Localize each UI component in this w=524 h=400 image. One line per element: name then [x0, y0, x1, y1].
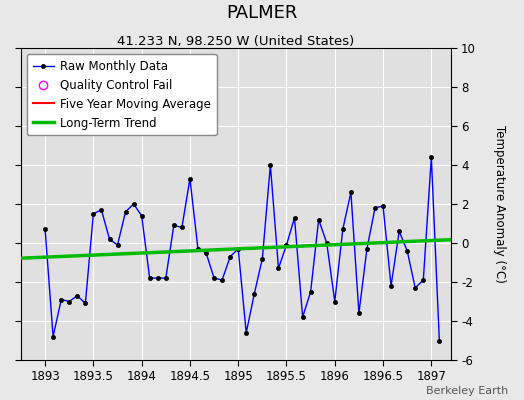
Raw Monthly Data: [203, 250, 209, 255]
Raw Monthly Data: [404, 248, 410, 253]
Raw Monthly Data: [42, 227, 48, 232]
Raw Monthly Data: [90, 211, 96, 216]
Raw Monthly Data: [130, 202, 137, 206]
Raw Monthly Data: [50, 334, 56, 339]
Raw Monthly Data: [251, 291, 257, 296]
Raw Monthly Data: [82, 301, 89, 306]
Text: Berkeley Earth: Berkeley Earth: [426, 386, 508, 396]
Raw Monthly Data: [315, 217, 322, 222]
Raw Monthly Data: [388, 284, 394, 288]
Raw Monthly Data: [114, 242, 121, 247]
Raw Monthly Data: [364, 246, 370, 251]
Raw Monthly Data: [420, 278, 427, 282]
Raw Monthly Data: [74, 293, 80, 298]
Raw Monthly Data: [267, 162, 274, 167]
Raw Monthly Data: [436, 338, 442, 343]
Raw Monthly Data: [219, 278, 225, 282]
Raw Monthly Data: [171, 223, 177, 228]
Y-axis label: Temperature Anomaly (°C): Temperature Anomaly (°C): [493, 125, 506, 283]
Raw Monthly Data: [227, 254, 233, 259]
Raw Monthly Data: [259, 256, 266, 261]
Raw Monthly Data: [162, 276, 169, 280]
Raw Monthly Data: [58, 297, 64, 302]
Raw Monthly Data: [243, 330, 249, 335]
Raw Monthly Data: [155, 276, 161, 280]
Raw Monthly Data: [348, 190, 354, 195]
Raw Monthly Data: [195, 246, 201, 251]
Raw Monthly Data: [66, 299, 72, 304]
Raw Monthly Data: [291, 215, 298, 220]
Raw Monthly Data: [211, 276, 217, 280]
Text: PALMER: PALMER: [226, 4, 298, 22]
Raw Monthly Data: [106, 237, 113, 242]
Line: Raw Monthly Data: Raw Monthly Data: [43, 155, 441, 342]
Raw Monthly Data: [308, 289, 314, 294]
Raw Monthly Data: [324, 240, 330, 245]
Raw Monthly Data: [332, 299, 338, 304]
Raw Monthly Data: [283, 242, 290, 247]
Raw Monthly Data: [412, 286, 418, 290]
Raw Monthly Data: [275, 266, 281, 271]
Raw Monthly Data: [138, 213, 145, 218]
Raw Monthly Data: [123, 210, 129, 214]
Raw Monthly Data: [235, 246, 242, 251]
Raw Monthly Data: [372, 206, 378, 210]
Raw Monthly Data: [396, 229, 402, 234]
Raw Monthly Data: [300, 315, 306, 320]
Legend: Raw Monthly Data, Quality Control Fail, Five Year Moving Average, Long-Term Tren: Raw Monthly Data, Quality Control Fail, …: [27, 54, 217, 136]
Raw Monthly Data: [187, 176, 193, 181]
Raw Monthly Data: [380, 204, 386, 208]
Raw Monthly Data: [340, 227, 346, 232]
Raw Monthly Data: [179, 225, 185, 230]
Title: 41.233 N, 98.250 W (United States): 41.233 N, 98.250 W (United States): [117, 35, 354, 48]
Raw Monthly Data: [147, 276, 153, 280]
Raw Monthly Data: [98, 208, 104, 212]
Raw Monthly Data: [356, 311, 362, 316]
Raw Monthly Data: [428, 155, 434, 160]
